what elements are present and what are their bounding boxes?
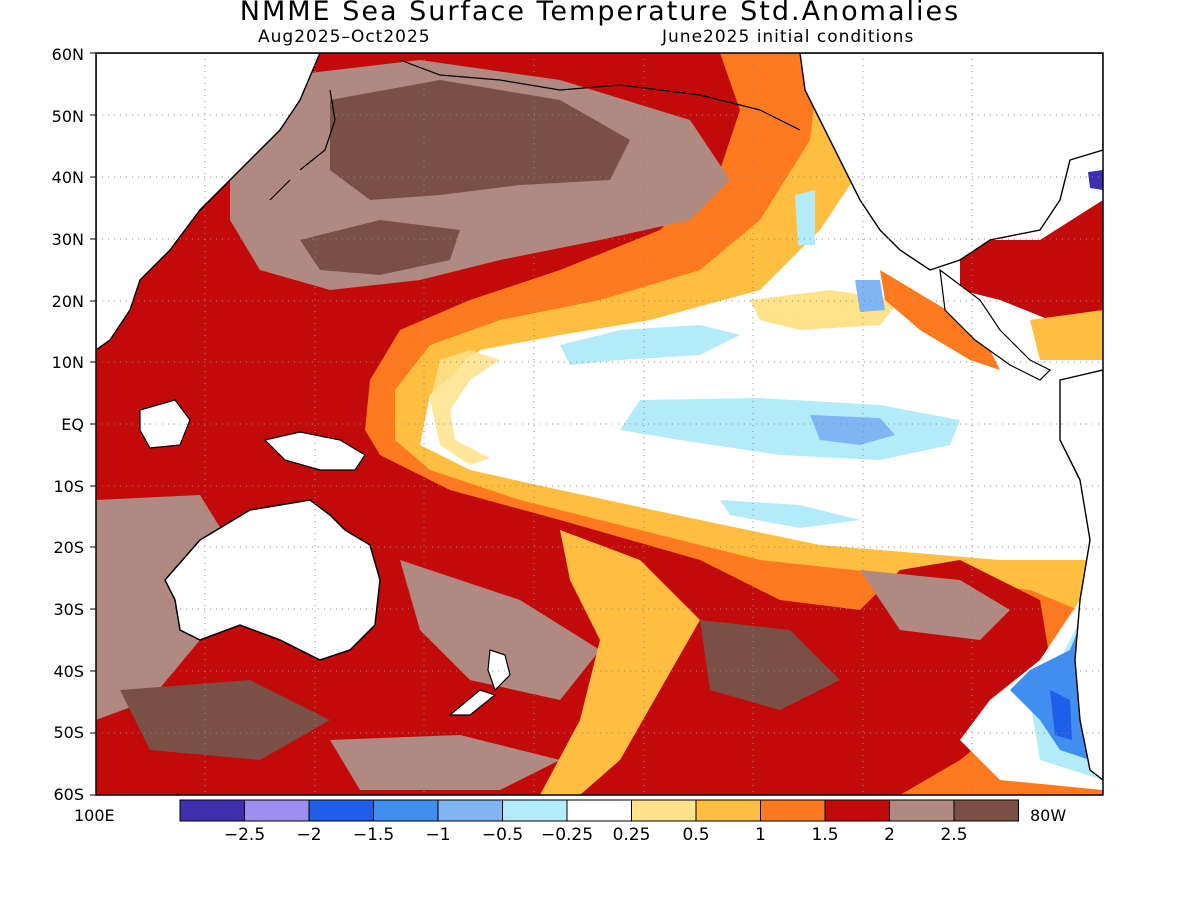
japan-land bbox=[269, 89, 336, 201]
lat-label-50s: 50S bbox=[53, 723, 84, 742]
colorbar-swatch bbox=[502, 799, 568, 822]
north-america-land bbox=[799, 53, 1103, 271]
south-pacific-brown-2 bbox=[400, 560, 600, 700]
lat-label-10n: 10N bbox=[51, 353, 84, 372]
lat-label-40n: 40N bbox=[51, 168, 84, 187]
colorbar bbox=[179, 799, 1019, 822]
north-pacific-brown-dark bbox=[330, 80, 630, 200]
lat-label-60n: 60N bbox=[51, 45, 84, 64]
colorbar-tick-label: 0.5 bbox=[682, 825, 710, 845]
gulf-red bbox=[960, 200, 1103, 330]
colorbar-swatch bbox=[631, 799, 697, 822]
colorbar-swatch bbox=[437, 799, 503, 822]
california-blue bbox=[855, 280, 885, 312]
lat-label-eq: EQ bbox=[61, 415, 84, 434]
new-guinea-land bbox=[263, 431, 366, 471]
chile-coast-darkblue bbox=[1050, 690, 1072, 740]
colorbar-tick-label: 2.5 bbox=[940, 825, 968, 845]
colorbar-tick-label: −0.25 bbox=[540, 825, 594, 845]
initial-conditions: June2025 initial conditions bbox=[662, 27, 915, 47]
east-pacific-lightblue-2 bbox=[620, 398, 960, 460]
graticule bbox=[96, 53, 1103, 795]
new-zealand-north bbox=[487, 649, 511, 692]
lat-label-50n: 50N bbox=[51, 107, 84, 126]
asia-land bbox=[96, 53, 321, 351]
colorbar-swatch bbox=[695, 799, 761, 822]
mexico-coast-orange bbox=[880, 270, 1000, 370]
colorbar-swatch bbox=[308, 799, 374, 822]
alaska-coast bbox=[399, 59, 801, 131]
colorbar-swatch bbox=[760, 799, 826, 822]
colorbar-tick-label: −2.5 bbox=[223, 825, 266, 845]
australia-land bbox=[164, 499, 381, 661]
lat-ticks bbox=[90, 52, 96, 796]
lat-label-30s: 30S bbox=[53, 600, 84, 619]
colorbar-tick-label: 1.5 bbox=[811, 825, 839, 845]
atlantic-orange bbox=[1030, 310, 1103, 360]
south-pacific-brown-6 bbox=[330, 735, 560, 790]
colorbar-swatch bbox=[953, 799, 1019, 822]
colorbar-swatch bbox=[373, 799, 439, 822]
forecast-period: Aug2025–Oct2025 bbox=[258, 27, 431, 47]
colorbar-tick-label: −1 bbox=[425, 825, 451, 845]
colorbar-swatch bbox=[244, 799, 310, 822]
north-pacific-brown-dark-2 bbox=[300, 220, 460, 275]
colorbar-swatch bbox=[824, 799, 890, 822]
lat-label-60s: 60S bbox=[53, 785, 84, 804]
colorbar-tick-label: −2 bbox=[296, 825, 322, 845]
colorbar-tick-label: −1.5 bbox=[352, 825, 395, 845]
california-lightblue bbox=[795, 190, 815, 245]
east-pacific-lightblue-3 bbox=[720, 500, 860, 528]
colorbar-tick-label: −0.5 bbox=[481, 825, 524, 845]
south-pacific-brown-4 bbox=[700, 620, 840, 710]
south-pacific-orange-band bbox=[540, 530, 700, 795]
colorbar-tick-label: 1 bbox=[755, 825, 766, 845]
colorbar-swatch bbox=[889, 799, 955, 822]
colorbar-tick-label: 0.25 bbox=[612, 825, 651, 845]
new-zealand-south bbox=[448, 689, 497, 716]
lat-label-20n: 20N bbox=[51, 292, 84, 311]
lat-label-10s: 10S bbox=[53, 477, 84, 496]
colorbar-tick-label: 2 bbox=[884, 825, 895, 845]
borneo-land bbox=[139, 399, 191, 449]
east-pacific-blue bbox=[810, 415, 895, 445]
lon-label-left: 100E bbox=[74, 806, 115, 825]
south-america-land bbox=[1059, 369, 1103, 781]
colorbar-swatch bbox=[566, 799, 632, 822]
central-america-land bbox=[939, 268, 1052, 381]
lat-label-40s: 40S bbox=[53, 662, 84, 681]
lon-label-right: 80W bbox=[1030, 806, 1067, 825]
east-pacific-lightblue-1 bbox=[560, 325, 740, 365]
east-pacific-yellow-edge bbox=[430, 350, 500, 465]
lat-label-20s: 20S bbox=[53, 538, 84, 557]
lat-label-30n: 30N bbox=[51, 230, 84, 249]
atlantic-blue bbox=[1088, 170, 1103, 190]
map-title: NMME Sea Surface Temperature Std.Anomali… bbox=[239, 0, 961, 27]
colorbar-swatch bbox=[179, 799, 245, 822]
south-pacific-brown-5 bbox=[120, 680, 330, 760]
